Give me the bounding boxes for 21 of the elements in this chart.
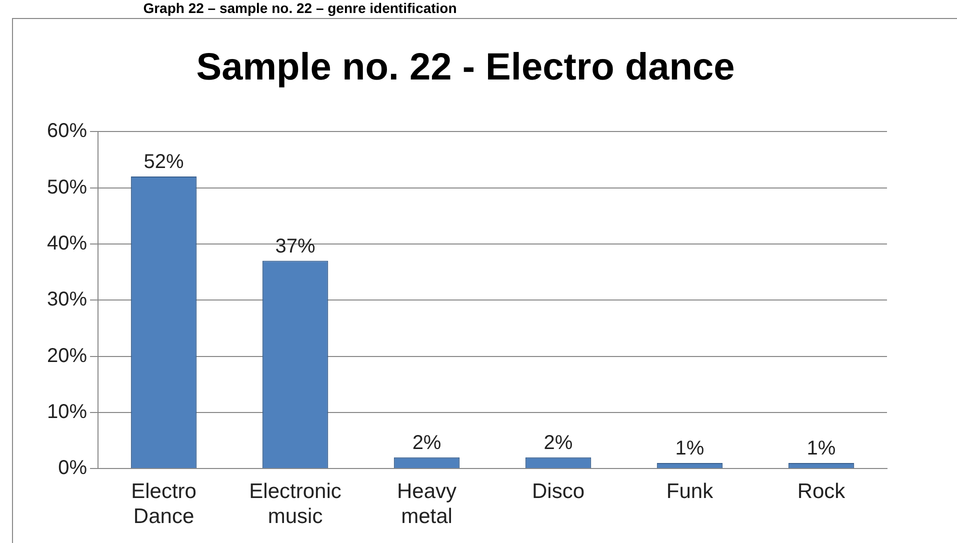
chart-title: Sample no. 22 - Electro dance [196,46,735,88]
x-tick-label: Funk [666,480,714,503]
x-tick-label: Rock [797,480,846,503]
x-tick-label: Disco [532,480,585,503]
data-label: 2% [412,432,442,454]
data-label: 37% [275,235,316,258]
data-label: 1% [675,438,704,460]
y-tick-label: 20% [47,344,88,367]
caption: Graph 22 – sample no. 22 – genre identification [142,0,458,16]
x-tick-label: Electronic music [249,480,342,528]
y-tick-label: 60% [47,120,88,142]
y-tick-label: 0% [58,457,88,480]
x-tick-label: Electro Dance [131,480,196,528]
y-tick-label: 40% [47,232,88,254]
y-tick-label: 10% [47,400,88,423]
x-tick-label: Heavy metal [397,480,458,528]
data-label: 1% [806,438,836,460]
data-label: 52% [144,151,184,174]
y-tick-label: 50% [47,176,88,198]
data-label: 2% [544,432,573,454]
y-tick-label: 30% [47,288,88,311]
